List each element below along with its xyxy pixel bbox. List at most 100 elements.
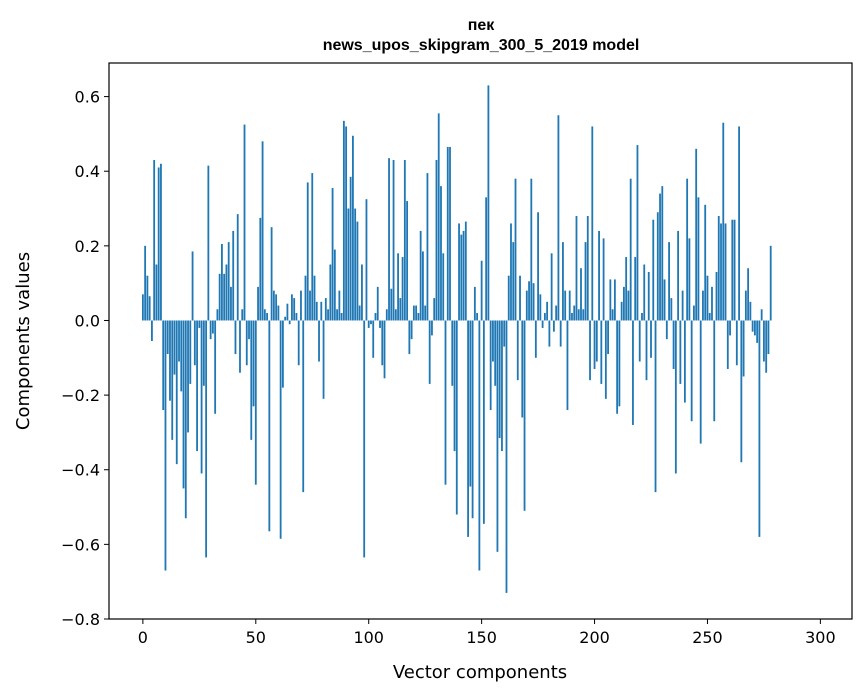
bar bbox=[320, 301, 323, 321]
bar bbox=[753, 320, 756, 336]
bar bbox=[460, 234, 463, 321]
bar bbox=[333, 249, 336, 321]
bar bbox=[162, 320, 165, 411]
bar bbox=[473, 286, 476, 321]
bar bbox=[724, 223, 727, 321]
bar bbox=[309, 290, 311, 321]
bar bbox=[141, 294, 144, 321]
bar bbox=[618, 320, 621, 407]
x-axis-label: Vector components bbox=[393, 662, 567, 683]
bar bbox=[476, 313, 479, 321]
bar bbox=[589, 320, 591, 381]
bar bbox=[449, 146, 451, 321]
bar bbox=[765, 320, 768, 373]
bar bbox=[388, 158, 390, 321]
bar bbox=[151, 320, 153, 341]
bar bbox=[410, 320, 413, 340]
bar bbox=[361, 264, 363, 321]
bar bbox=[295, 313, 298, 321]
bar bbox=[182, 320, 185, 489]
bar bbox=[390, 288, 393, 321]
bar bbox=[275, 294, 278, 321]
bar bbox=[288, 320, 291, 325]
bar bbox=[415, 305, 418, 321]
bar bbox=[277, 305, 280, 321]
bar bbox=[383, 320, 386, 379]
bar bbox=[722, 122, 725, 321]
bar bbox=[498, 320, 501, 439]
bar bbox=[607, 320, 609, 355]
bar bbox=[767, 320, 770, 355]
bar bbox=[198, 320, 201, 328]
bar bbox=[638, 320, 641, 362]
bar bbox=[331, 188, 334, 321]
bar bbox=[647, 271, 650, 321]
bar bbox=[169, 320, 171, 401]
bar bbox=[575, 215, 578, 321]
bar bbox=[223, 273, 226, 321]
bar bbox=[679, 320, 682, 384]
bar bbox=[345, 126, 348, 321]
bar bbox=[503, 320, 506, 347]
bar bbox=[552, 320, 555, 332]
bar bbox=[744, 290, 747, 321]
bar bbox=[153, 160, 156, 321]
bar bbox=[324, 298, 327, 321]
bar bbox=[717, 215, 720, 321]
bar bbox=[270, 227, 273, 321]
bar bbox=[318, 320, 320, 362]
x-tick-label: 100 bbox=[353, 628, 384, 647]
bar bbox=[284, 316, 287, 321]
bar bbox=[670, 298, 673, 321]
bar-series bbox=[141, 85, 772, 593]
bar bbox=[643, 264, 646, 321]
bar bbox=[702, 290, 704, 321]
bar bbox=[354, 208, 357, 321]
bar bbox=[632, 320, 634, 425]
bar bbox=[586, 215, 589, 321]
bar bbox=[564, 290, 567, 321]
bar bbox=[550, 253, 553, 321]
bar bbox=[523, 320, 526, 511]
bar bbox=[683, 320, 686, 403]
bar bbox=[218, 273, 221, 321]
bar bbox=[202, 320, 205, 386]
bar bbox=[539, 294, 542, 321]
bar bbox=[749, 301, 752, 321]
bar bbox=[431, 320, 433, 336]
bar bbox=[178, 320, 180, 362]
bar bbox=[403, 160, 406, 321]
bar bbox=[417, 313, 420, 321]
bar bbox=[665, 320, 668, 340]
y-tick-label: −0.4 bbox=[61, 461, 100, 480]
bar bbox=[189, 320, 192, 384]
bar bbox=[209, 320, 212, 340]
bar bbox=[196, 320, 198, 452]
bar bbox=[532, 283, 535, 321]
bar bbox=[505, 320, 508, 593]
bar bbox=[598, 230, 600, 321]
bar bbox=[715, 271, 718, 321]
bar bbox=[487, 85, 490, 321]
bar bbox=[221, 243, 223, 321]
bar bbox=[738, 126, 740, 321]
bar bbox=[164, 320, 167, 571]
bar bbox=[704, 204, 707, 321]
bar bbox=[392, 160, 395, 321]
bar bbox=[372, 320, 375, 358]
bar bbox=[440, 186, 442, 321]
bar bbox=[604, 320, 607, 399]
bar bbox=[243, 124, 246, 321]
bar bbox=[311, 173, 314, 321]
y-axis: −0.8 −0.6 −0.4 −0.2 0.0 0.2 0.4 0.6 bbox=[61, 88, 109, 629]
bar bbox=[236, 214, 239, 321]
chart-subtitle: news_upos_skipgram_300_5_2019 model bbox=[323, 37, 640, 54]
bar bbox=[482, 320, 485, 524]
bar bbox=[656, 212, 659, 321]
bar bbox=[214, 320, 217, 414]
bar bbox=[406, 201, 409, 321]
bar bbox=[462, 230, 465, 321]
bar bbox=[342, 120, 345, 321]
bar bbox=[370, 320, 372, 325]
bar bbox=[340, 313, 343, 321]
